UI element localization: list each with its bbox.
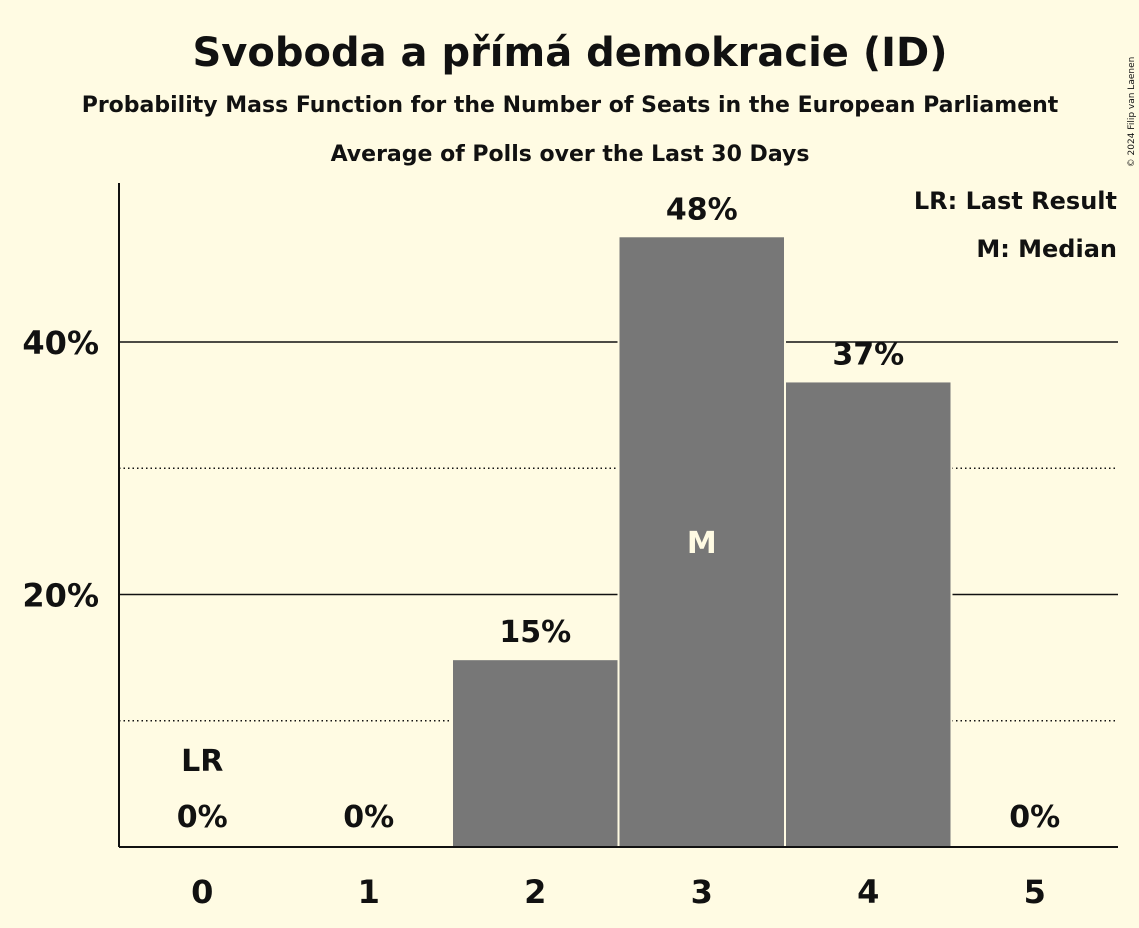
data-labels: 0% 0% 15% 48% 37% 0% LR M [177, 192, 1060, 835]
copyright-text: © 2024 Filip van Laenen [1127, 57, 1137, 168]
value-label: 37% [832, 337, 904, 372]
x-tick-label: 3 [691, 873, 713, 911]
y-tick-label: 40% [22, 324, 99, 362]
legend-item: M: Median [976, 235, 1117, 263]
median-marker: M [687, 526, 717, 561]
chart-subtitle: Probability Mass Function for the Number… [82, 93, 1059, 118]
value-label: 0% [1009, 800, 1060, 835]
axes: 20% 40% 0 1 2 3 4 5 [22, 183, 1118, 911]
value-label: 15% [499, 615, 571, 650]
bar [453, 660, 618, 847]
legend-item: LR: Last Result [914, 187, 1117, 215]
value-label: 0% [177, 800, 228, 835]
value-label: 48% [666, 192, 738, 227]
legend: LR: Last Result M: Median [914, 187, 1117, 263]
value-label: 0% [343, 800, 394, 835]
x-tick-label: 0 [191, 873, 213, 911]
bar [786, 382, 951, 847]
bars [451, 235, 953, 847]
bar [619, 237, 784, 847]
y-tick-label: 20% [22, 577, 99, 615]
last-result-marker: LR [181, 744, 223, 779]
x-tick-label: 1 [358, 873, 380, 911]
x-tick-label: 2 [524, 873, 546, 911]
x-tick-label: 5 [1024, 873, 1046, 911]
chart-subtitle-2: Average of Polls over the Last 30 Days [331, 142, 810, 167]
chart-title: Svoboda a přímá demokracie (ID) [193, 30, 948, 76]
x-tick-label: 4 [857, 873, 879, 911]
